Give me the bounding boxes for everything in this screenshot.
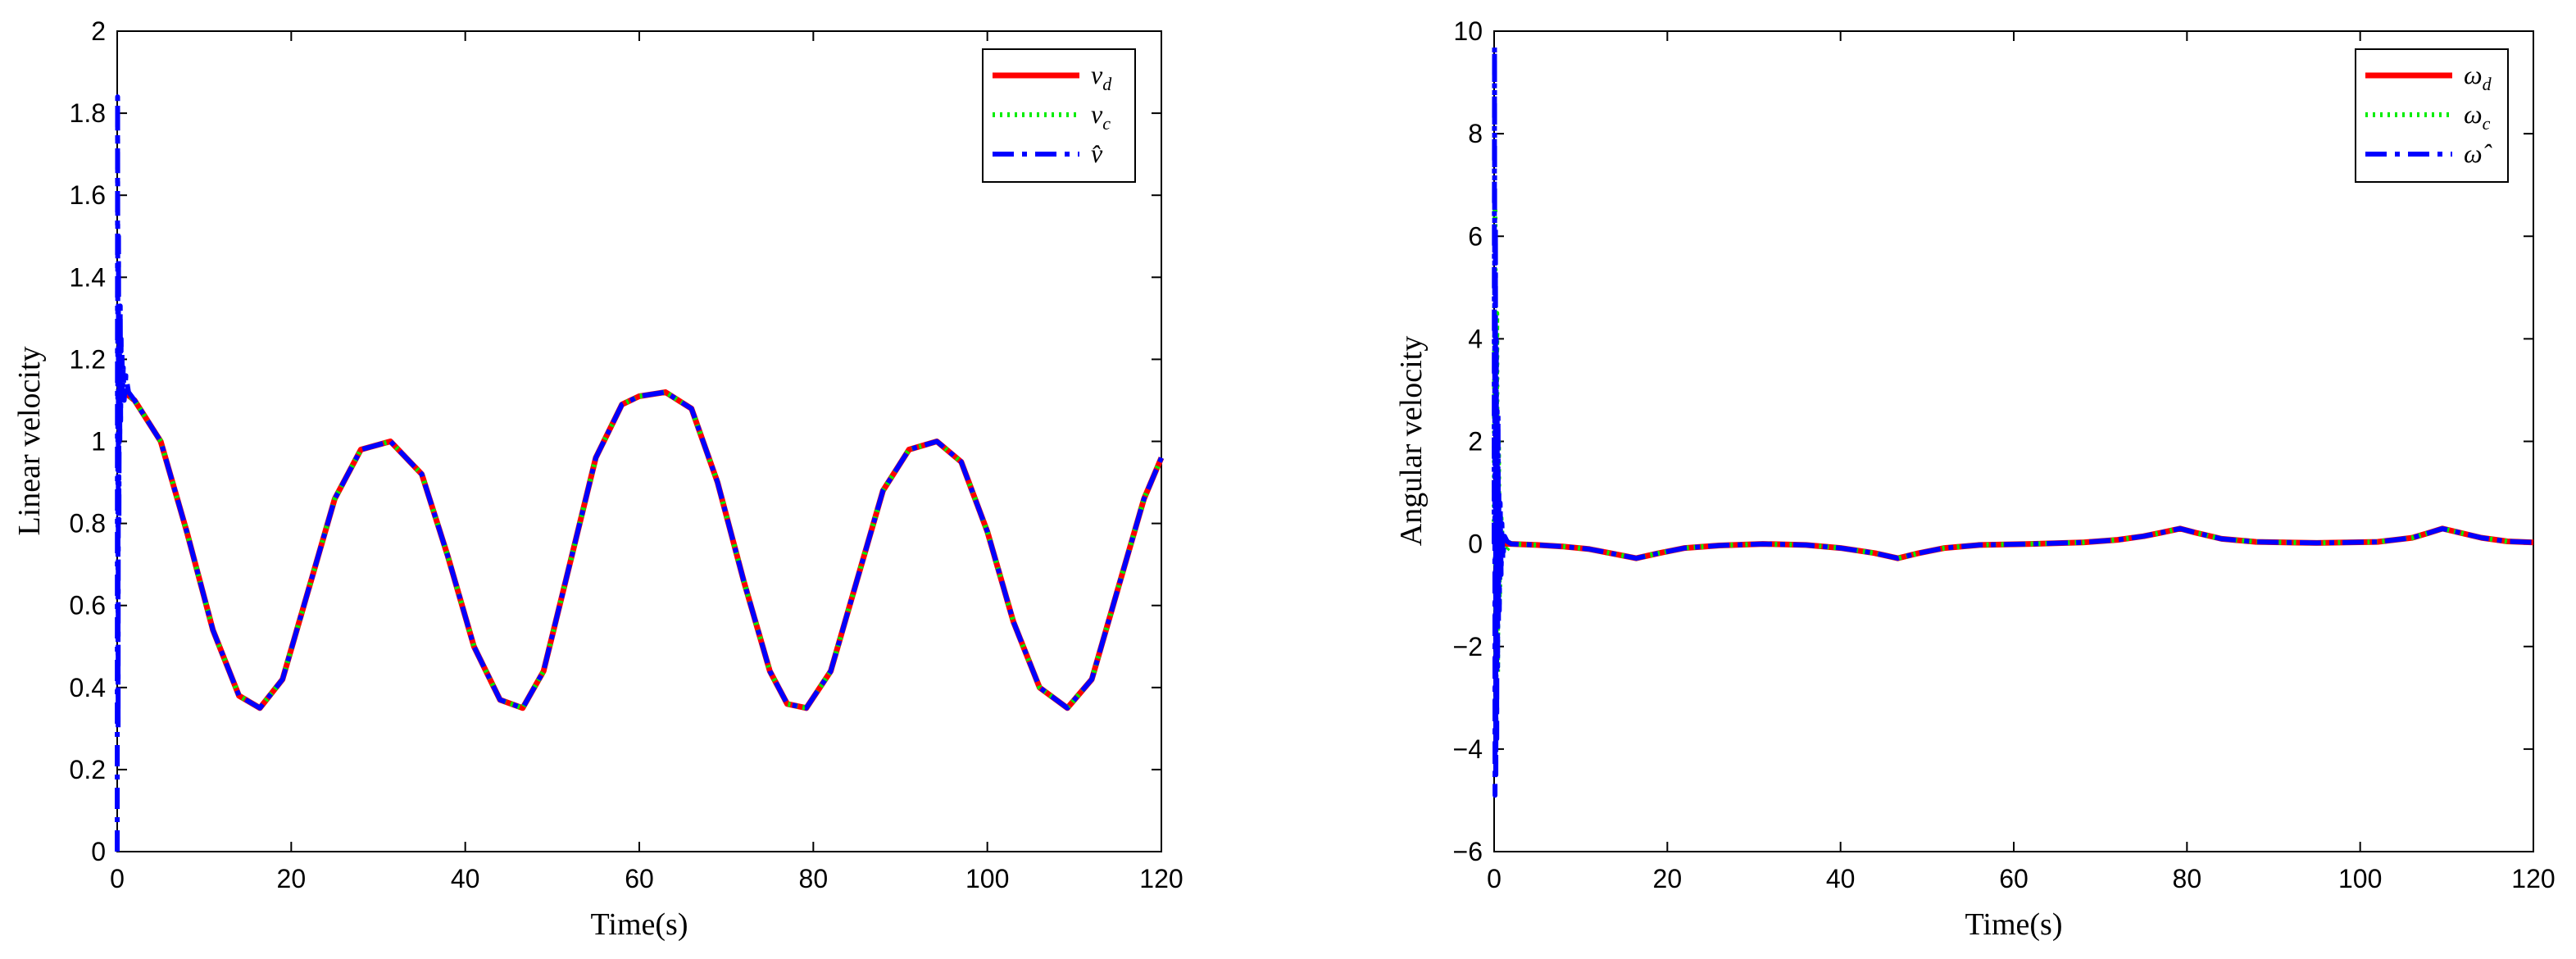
legend-entry-sub: c — [1102, 113, 1111, 134]
legend-entry-sub: d — [2483, 74, 2492, 94]
chart-angular-velocity: 0 20 40 60 80 100 120 −6 −4 −2 0 2 4 6 8 10 Time(s) Ang… — [1394, 16, 2556, 942]
y-tick-label: −2 — [1453, 632, 1483, 661]
x-tick-label: 20 — [1653, 864, 1683, 893]
y-tick-label: −6 — [1453, 837, 1483, 866]
series-layer — [115, 94, 1165, 852]
series-line-2 — [1492, 43, 2534, 798]
x-tick-label: 80 — [2173, 864, 2202, 893]
y-tick-label: 4 — [1468, 324, 1483, 353]
y-tick-label: 1.6 — [70, 180, 106, 210]
y-tick-label: 0.6 — [70, 591, 106, 620]
y-axis-label: Angular velocity — [1394, 336, 1429, 546]
y-axis-label: Linear velocity — [12, 346, 47, 535]
legend-entry-label: vd — [1091, 60, 1112, 94]
x-tick-label: 40 — [1826, 864, 1856, 893]
y-tick-label: 2 — [1468, 427, 1483, 457]
x-tick-label: 0 — [110, 864, 125, 893]
legend-entry-base: ω — [2464, 99, 2483, 129]
chart-linear-velocity: 0 20 40 60 80 100 120 0 0.2 0.4 0.6 0.8 1 1.2 1.4 1.6 1.… — [12, 16, 1184, 942]
y-tick-label: 1.4 — [70, 262, 106, 292]
y-tick-label: 8 — [1468, 119, 1483, 148]
legend-entry-base: v̂ — [1091, 139, 1103, 168]
legend-entry-sub: d — [1102, 74, 1112, 94]
x-axis-label: Time(s) — [591, 907, 688, 942]
x-tick-label: 120 — [1139, 864, 1183, 893]
axis-ticks: 0 20 40 60 80 100 120 0 0.2 0.4 0.6 0.8 1 1.2 1.4 1.6 1.… — [70, 16, 1184, 893]
y-tick-label: 0.4 — [70, 673, 106, 702]
y-tick-label: 0 — [91, 837, 106, 866]
x-tick-label: 40 — [451, 864, 480, 893]
y-tick-label: 1 — [91, 427, 106, 457]
y-tick-label: 0.2 — [70, 755, 106, 784]
x-axis-label: Time(s) — [1965, 907, 2063, 942]
x-tick-label: 80 — [799, 864, 829, 893]
legend-entry-sub: c — [2483, 113, 2491, 134]
x-tick-label: 60 — [1999, 864, 2029, 893]
legend-entry-base: v — [1091, 60, 1103, 89]
y-tick-label: 1.8 — [70, 98, 106, 128]
y-tick-label: 2 — [91, 16, 106, 46]
legend-entry-base: v — [1091, 99, 1103, 129]
series-line-2 — [115, 94, 1164, 852]
x-tick-label: 120 — [2511, 864, 2555, 893]
legend-entry-base: ω — [2464, 60, 2483, 89]
x-tick-label: 20 — [277, 864, 307, 893]
x-tick-label: 0 — [1487, 864, 1502, 893]
x-tick-label: 100 — [2338, 864, 2382, 893]
x-tick-label: 60 — [625, 864, 654, 893]
y-tick-label: 0.8 — [70, 509, 106, 539]
legend-entry-label: ωd — [2464, 60, 2492, 94]
y-tick-label: 1.2 — [70, 344, 106, 374]
y-tick-label: 10 — [1453, 16, 1483, 46]
x-tick-label: 100 — [965, 864, 1009, 893]
legend-entry-label: ωc — [2464, 99, 2491, 134]
legend-entry-label: vc — [1091, 99, 1111, 134]
y-tick-label: −4 — [1453, 734, 1483, 764]
legend-entry-label: v̂ — [1091, 139, 1103, 168]
series-layer — [1492, 43, 2534, 798]
y-tick-label: 6 — [1468, 221, 1483, 251]
y-tick-label: 0 — [1468, 529, 1483, 559]
axis-ticks: 0 20 40 60 80 100 120 −6 −4 −2 0 2 4 6 8 10 — [1453, 16, 2556, 893]
